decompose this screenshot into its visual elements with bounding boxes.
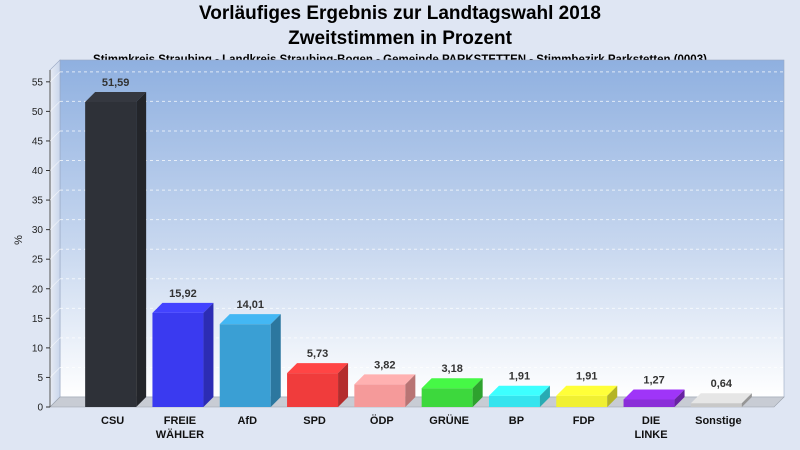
- gridline-side: [49, 337, 61, 349]
- bar-die-linke: [623, 399, 675, 407]
- bar-top: [421, 378, 483, 389]
- y-tick-label: 55: [32, 77, 44, 88]
- gridline-side: [49, 219, 61, 230]
- bar-side: [674, 389, 685, 407]
- bar-top: [85, 91, 147, 102]
- chart-subtitle: Zweitstimmen in Prozent: [288, 28, 512, 49]
- bar-side: [607, 385, 618, 407]
- data-label: 1,27: [643, 374, 664, 386]
- bar-top: [623, 389, 685, 400]
- chart-title: Vorläufiges Ergebnis zur Landtagswahl 20…: [199, 3, 601, 24]
- gridline-side: [49, 189, 61, 201]
- y-tick-label: 50: [32, 107, 44, 118]
- category-label: AfD: [237, 415, 257, 427]
- y-tick-label: 20: [32, 284, 44, 295]
- bar-top: [152, 302, 214, 313]
- bar-side: [405, 374, 416, 407]
- bar-side: [539, 385, 550, 407]
- data-label: 51,59: [102, 77, 130, 89]
- category-label: FDP: [573, 415, 595, 427]
- y-tick-label: 25: [32, 255, 44, 266]
- bar-side: [338, 363, 349, 407]
- bar-bp: [488, 395, 540, 407]
- category-label: CSU: [101, 415, 124, 427]
- gridline-side: [49, 71, 61, 83]
- bar-top: [488, 385, 550, 396]
- bar-top: [354, 374, 416, 385]
- bar-side: [136, 91, 147, 407]
- bar-afd: [219, 324, 271, 407]
- bar-fdp: [556, 395, 608, 407]
- y-axis-label: %: [13, 235, 25, 245]
- side-wall: [49, 59, 61, 408]
- bar-top: [287, 363, 349, 374]
- gridline-side: [49, 308, 61, 319]
- y-tick-label: 45: [32, 136, 44, 147]
- category-label: FREIE WÄHLER: [156, 415, 204, 441]
- category-label: GRÜNE: [429, 414, 469, 427]
- bar-top: [690, 393, 752, 404]
- gridline-side: [49, 367, 61, 378]
- data-label: 3,18: [441, 363, 462, 375]
- data-label: 14,01: [236, 299, 264, 311]
- gridline-side: [49, 248, 61, 260]
- bar-side: [741, 393, 752, 407]
- category-label: DIE LINKE: [635, 415, 668, 441]
- data-label: 1,91: [576, 371, 597, 383]
- gridline-side: [49, 278, 61, 290]
- category-label: Sonstige: [695, 415, 741, 427]
- bar-grüne: [421, 388, 473, 407]
- bar-side: [270, 314, 281, 407]
- y-tick-label: 0: [37, 403, 43, 414]
- bar-ödp: [354, 384, 406, 407]
- data-label: 3,82: [374, 359, 395, 371]
- gridline-side: [49, 130, 61, 142]
- category-label: SPD: [303, 415, 326, 427]
- y-tick-label: 10: [32, 343, 44, 354]
- data-label: 1,91: [509, 371, 530, 383]
- gridline-side: [49, 101, 61, 112]
- data-label: 15,92: [169, 288, 197, 300]
- data-label: 0,64: [711, 378, 733, 390]
- gridline-side: [49, 160, 61, 171]
- bar-spd: [287, 373, 339, 407]
- bar-side: [203, 302, 214, 407]
- y-tick-label: 30: [32, 225, 44, 236]
- category-label: BP: [509, 415, 524, 427]
- bar-freie-wähler: [152, 312, 204, 407]
- bar-csu: [85, 101, 137, 407]
- bar-side: [472, 378, 483, 407]
- bar-top: [219, 314, 281, 325]
- y-tick-label: 15: [32, 314, 44, 325]
- bar-sonstige: [690, 403, 742, 407]
- y-tick-label: 5: [37, 373, 43, 384]
- data-label: 5,73: [307, 348, 328, 360]
- y-tick-label: 35: [32, 196, 44, 207]
- bar-top: [556, 385, 618, 396]
- category-label: ÖDP: [370, 414, 394, 427]
- y-tick-label: 40: [32, 166, 44, 177]
